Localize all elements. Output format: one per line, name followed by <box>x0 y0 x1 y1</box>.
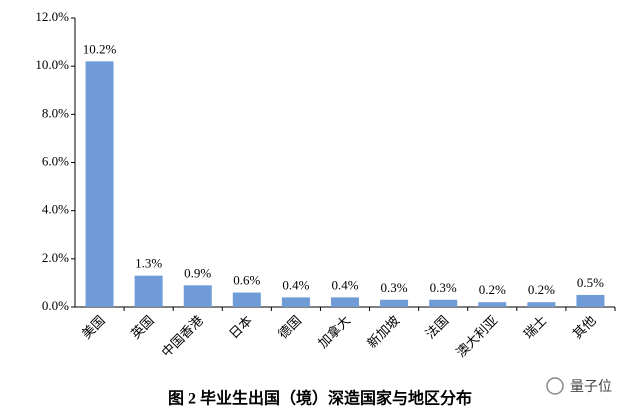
y-tick-label: 0.0% <box>42 298 69 313</box>
x-tick-label: 英国 <box>128 313 157 342</box>
watermark-icon <box>546 377 564 395</box>
bar <box>478 302 507 307</box>
bar <box>232 292 261 307</box>
value-label: 0.3% <box>381 280 408 295</box>
bar <box>576 294 605 307</box>
value-label: 0.9% <box>184 265 211 280</box>
chart-title: 图 2 毕业生出国（境）深造国家与地区分布 <box>168 389 472 408</box>
value-label: 1.3% <box>135 256 162 271</box>
watermark: 量子位 <box>570 379 612 395</box>
x-tick-label: 日本 <box>226 313 255 342</box>
bar <box>429 299 458 307</box>
value-label: 0.4% <box>331 277 358 292</box>
x-tick-label: 法国 <box>422 313 451 342</box>
bar <box>380 299 409 307</box>
y-tick-label: 12.0% <box>35 9 69 24</box>
bar <box>134 275 163 307</box>
y-tick-label: 4.0% <box>42 202 69 217</box>
value-label: 0.5% <box>577 275 604 290</box>
bar <box>331 297 359 307</box>
bar <box>281 297 310 307</box>
x-tick-label: 加拿大 <box>315 313 353 351</box>
value-label: 0.4% <box>282 277 309 292</box>
x-tick-label: 澳大利亚 <box>453 313 500 360</box>
y-tick-label: 2.0% <box>42 250 69 265</box>
bar <box>85 61 114 307</box>
x-tick-label: 美国 <box>79 313 108 342</box>
value-label: 0.3% <box>430 280 457 295</box>
y-tick-label: 6.0% <box>42 153 69 168</box>
x-tick-label: 德国 <box>275 313 304 342</box>
x-tick-label: 中国香港 <box>159 313 206 360</box>
x-tick-label: 瑞士 <box>521 313 550 342</box>
value-label: 10.2% <box>83 41 117 56</box>
value-label: 0.6% <box>233 273 260 288</box>
bar <box>183 285 212 307</box>
value-label: 0.2% <box>479 282 506 297</box>
bar <box>527 302 556 307</box>
y-tick-label: 8.0% <box>42 105 69 120</box>
value-label: 0.2% <box>528 282 555 297</box>
x-tick-label: 新加坡 <box>364 313 402 351</box>
y-tick-label: 10.0% <box>35 57 69 72</box>
x-tick-label: 其他 <box>570 313 599 342</box>
